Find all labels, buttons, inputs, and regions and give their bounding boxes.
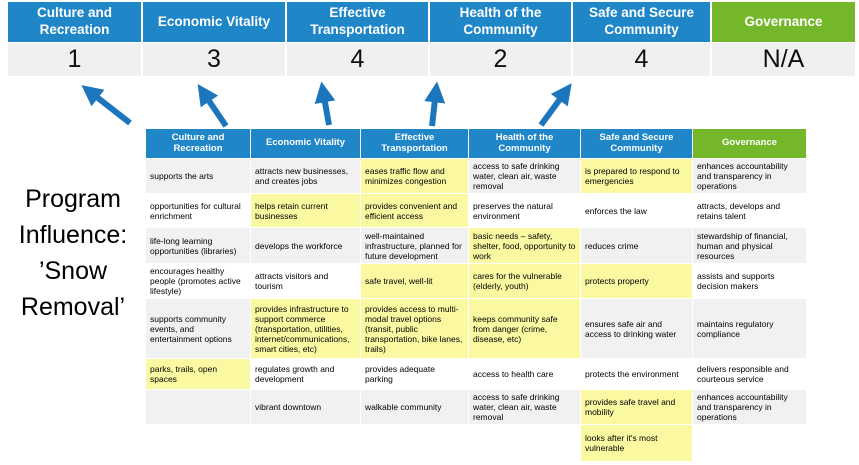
summary-score-cell: 4 — [573, 43, 710, 76]
matrix-cell: develops the workforce — [250, 227, 361, 265]
matrix-cell: cares for the vulnerable (elderly, youth… — [468, 263, 581, 300]
table-row: life-long learning opportunities (librar… — [145, 227, 807, 265]
summary-header-cell: Governance — [712, 2, 855, 42]
matrix-cell: delivers responsible and courteous servi… — [692, 358, 807, 391]
matrix-cell: preserves the natural environment — [468, 193, 581, 229]
matrix-header-row: Culture and Recreation Economic Vitality E… — [145, 128, 807, 159]
matrix-cell: life-long learning opportunities (librar… — [145, 227, 251, 265]
matrix-header-cell: Effective Transportation — [360, 128, 469, 159]
matrix-header-cell: Health of the Community — [468, 128, 581, 159]
matrix-table: Culture and Recreation Economic Vitality E… — [145, 128, 807, 463]
matrix-cell: attracts new businesses, and creates job… — [250, 157, 361, 195]
matrix-cell: reduces crime — [580, 227, 693, 265]
matrix-header-cell: Culture and Recreation — [145, 128, 251, 159]
table-row: supports the arts attracts new businesses… — [145, 157, 807, 195]
matrix-cell: provides safe travel and mobility — [580, 389, 693, 426]
summary-score-cell: N/A — [712, 43, 855, 76]
matrix-cell: supports community events, and entertain… — [145, 298, 251, 360]
matrix-cell: provides infrastructure to support comme… — [250, 298, 361, 360]
matrix-cell: safe travel, well-lit — [360, 263, 469, 300]
matrix-header-cell: Governance — [692, 128, 807, 159]
matrix-cell: vibrant downtown — [250, 389, 361, 426]
title-line: ’Snow — [38, 257, 108, 285]
up-arrow — [424, 81, 446, 127]
matrix-cell: assists and supports decision makers — [692, 263, 807, 300]
summary-header-cell: Health of the Community — [430, 2, 571, 42]
matrix-cell: stewardship of financial, human and phys… — [692, 227, 807, 265]
matrix-cell — [468, 424, 581, 463]
up-left-arrow — [197, 84, 229, 128]
summary-header-cell: Culture and Recreation — [8, 2, 141, 42]
matrix-cell: keeps community safe from danger (crime,… — [468, 298, 581, 360]
matrix-cell: encourages healthy people (promotes acti… — [145, 263, 251, 300]
matrix-cell: maintains regulatory compliance — [692, 298, 807, 360]
table-row: encourages healthy people (promotes acti… — [145, 263, 807, 300]
matrix-cell: enforces the law — [580, 193, 693, 229]
matrix-cell: regulates growth and development — [250, 358, 361, 391]
summary-score-cell: 4 — [287, 43, 428, 76]
matrix-cell: looks after it's most vulnerable — [580, 424, 693, 463]
matrix-cell: access to health care — [468, 358, 581, 391]
title-line: Program — [25, 185, 121, 213]
matrix-cell: eases traffic flow and minimizes congest… — [360, 157, 469, 195]
summary-header-cell: Economic Vitality — [143, 2, 285, 42]
matrix-cell: protects property — [580, 263, 693, 300]
matrix-cell — [145, 389, 251, 426]
matrix-cell: access to safe drinking water, clean air… — [468, 389, 581, 426]
matrix-header-cell: Safe and Secure Community — [580, 128, 693, 159]
matrix-cell: parks, trails, open spaces — [145, 358, 251, 391]
matrix-cell: supports the arts — [145, 157, 251, 195]
matrix-cell: access to safe drinking water, clean air… — [468, 157, 581, 195]
summary-score-cell: 2 — [430, 43, 571, 76]
up-arrow — [314, 81, 336, 126]
table-row: opportunities for cultural enrichment hel… — [145, 193, 807, 229]
summary-header-cell: Effective Transportation — [287, 2, 428, 42]
matrix-body: supports the arts attracts new businesses… — [145, 157, 807, 463]
title-line: Influence: — [18, 221, 128, 249]
matrix-cell — [145, 424, 251, 463]
matrix-cell: enhances accountability and transparency… — [692, 157, 807, 195]
matrix-cell: well-maintained infrastructure, planned … — [360, 227, 469, 265]
matrix-cell: attracts, develops and retains talent — [692, 193, 807, 229]
matrix-cell: provides adequate parking — [360, 358, 469, 391]
matrix-cell: provides access to multi-modal travel op… — [360, 298, 469, 360]
page-title: Program Influence: ’Snow Removal’ — [2, 181, 144, 325]
matrix-cell: opportunities for cultural enrichment — [145, 193, 251, 229]
matrix-cell: ensures safe air and access to drinking … — [580, 298, 693, 360]
table-row: looks after it's most vulnerable — [145, 424, 807, 463]
up-left-arrow — [81, 85, 132, 126]
matrix-cell: protects the environment — [580, 358, 693, 391]
table-row: parks, trails, open spaces regulates grow… — [145, 358, 807, 391]
summary-score-cell: 1 — [8, 43, 141, 76]
summary-score-cell: 3 — [143, 43, 285, 76]
matrix-cell — [250, 424, 361, 463]
matrix-header-cell: Economic Vitality — [250, 128, 361, 159]
matrix-cell: basic needs – safety, shelter, food, opp… — [468, 227, 581, 265]
summary-header-cell: Safe and Secure Community — [573, 2, 710, 42]
matrix-cell: helps retain current businesses — [250, 193, 361, 229]
matrix-cell: enhances accountability and transparency… — [692, 389, 807, 426]
matrix-cell: walkable community — [360, 389, 469, 426]
up-right-arrow — [538, 83, 572, 127]
matrix-cell — [692, 424, 807, 463]
table-row: supports community events, and entertain… — [145, 298, 807, 360]
title-line: Removal’ — [20, 293, 126, 321]
matrix-cell: attracts visitors and tourism — [250, 263, 361, 300]
summary-header-row: Culture and Recreation Economic Vitality E… — [8, 2, 855, 42]
matrix-cell — [360, 424, 469, 463]
summary-strip: Culture and Recreation Economic Vitality E… — [8, 2, 855, 76]
table-row: vibrant downtown walkable community access… — [145, 389, 807, 426]
matrix-cell: provides convenient and efficient access — [360, 193, 469, 229]
matrix-cell: is prepared to respond to emergencies — [580, 157, 693, 195]
summary-score-row: 1 3 4 2 4 N/A — [8, 43, 855, 76]
